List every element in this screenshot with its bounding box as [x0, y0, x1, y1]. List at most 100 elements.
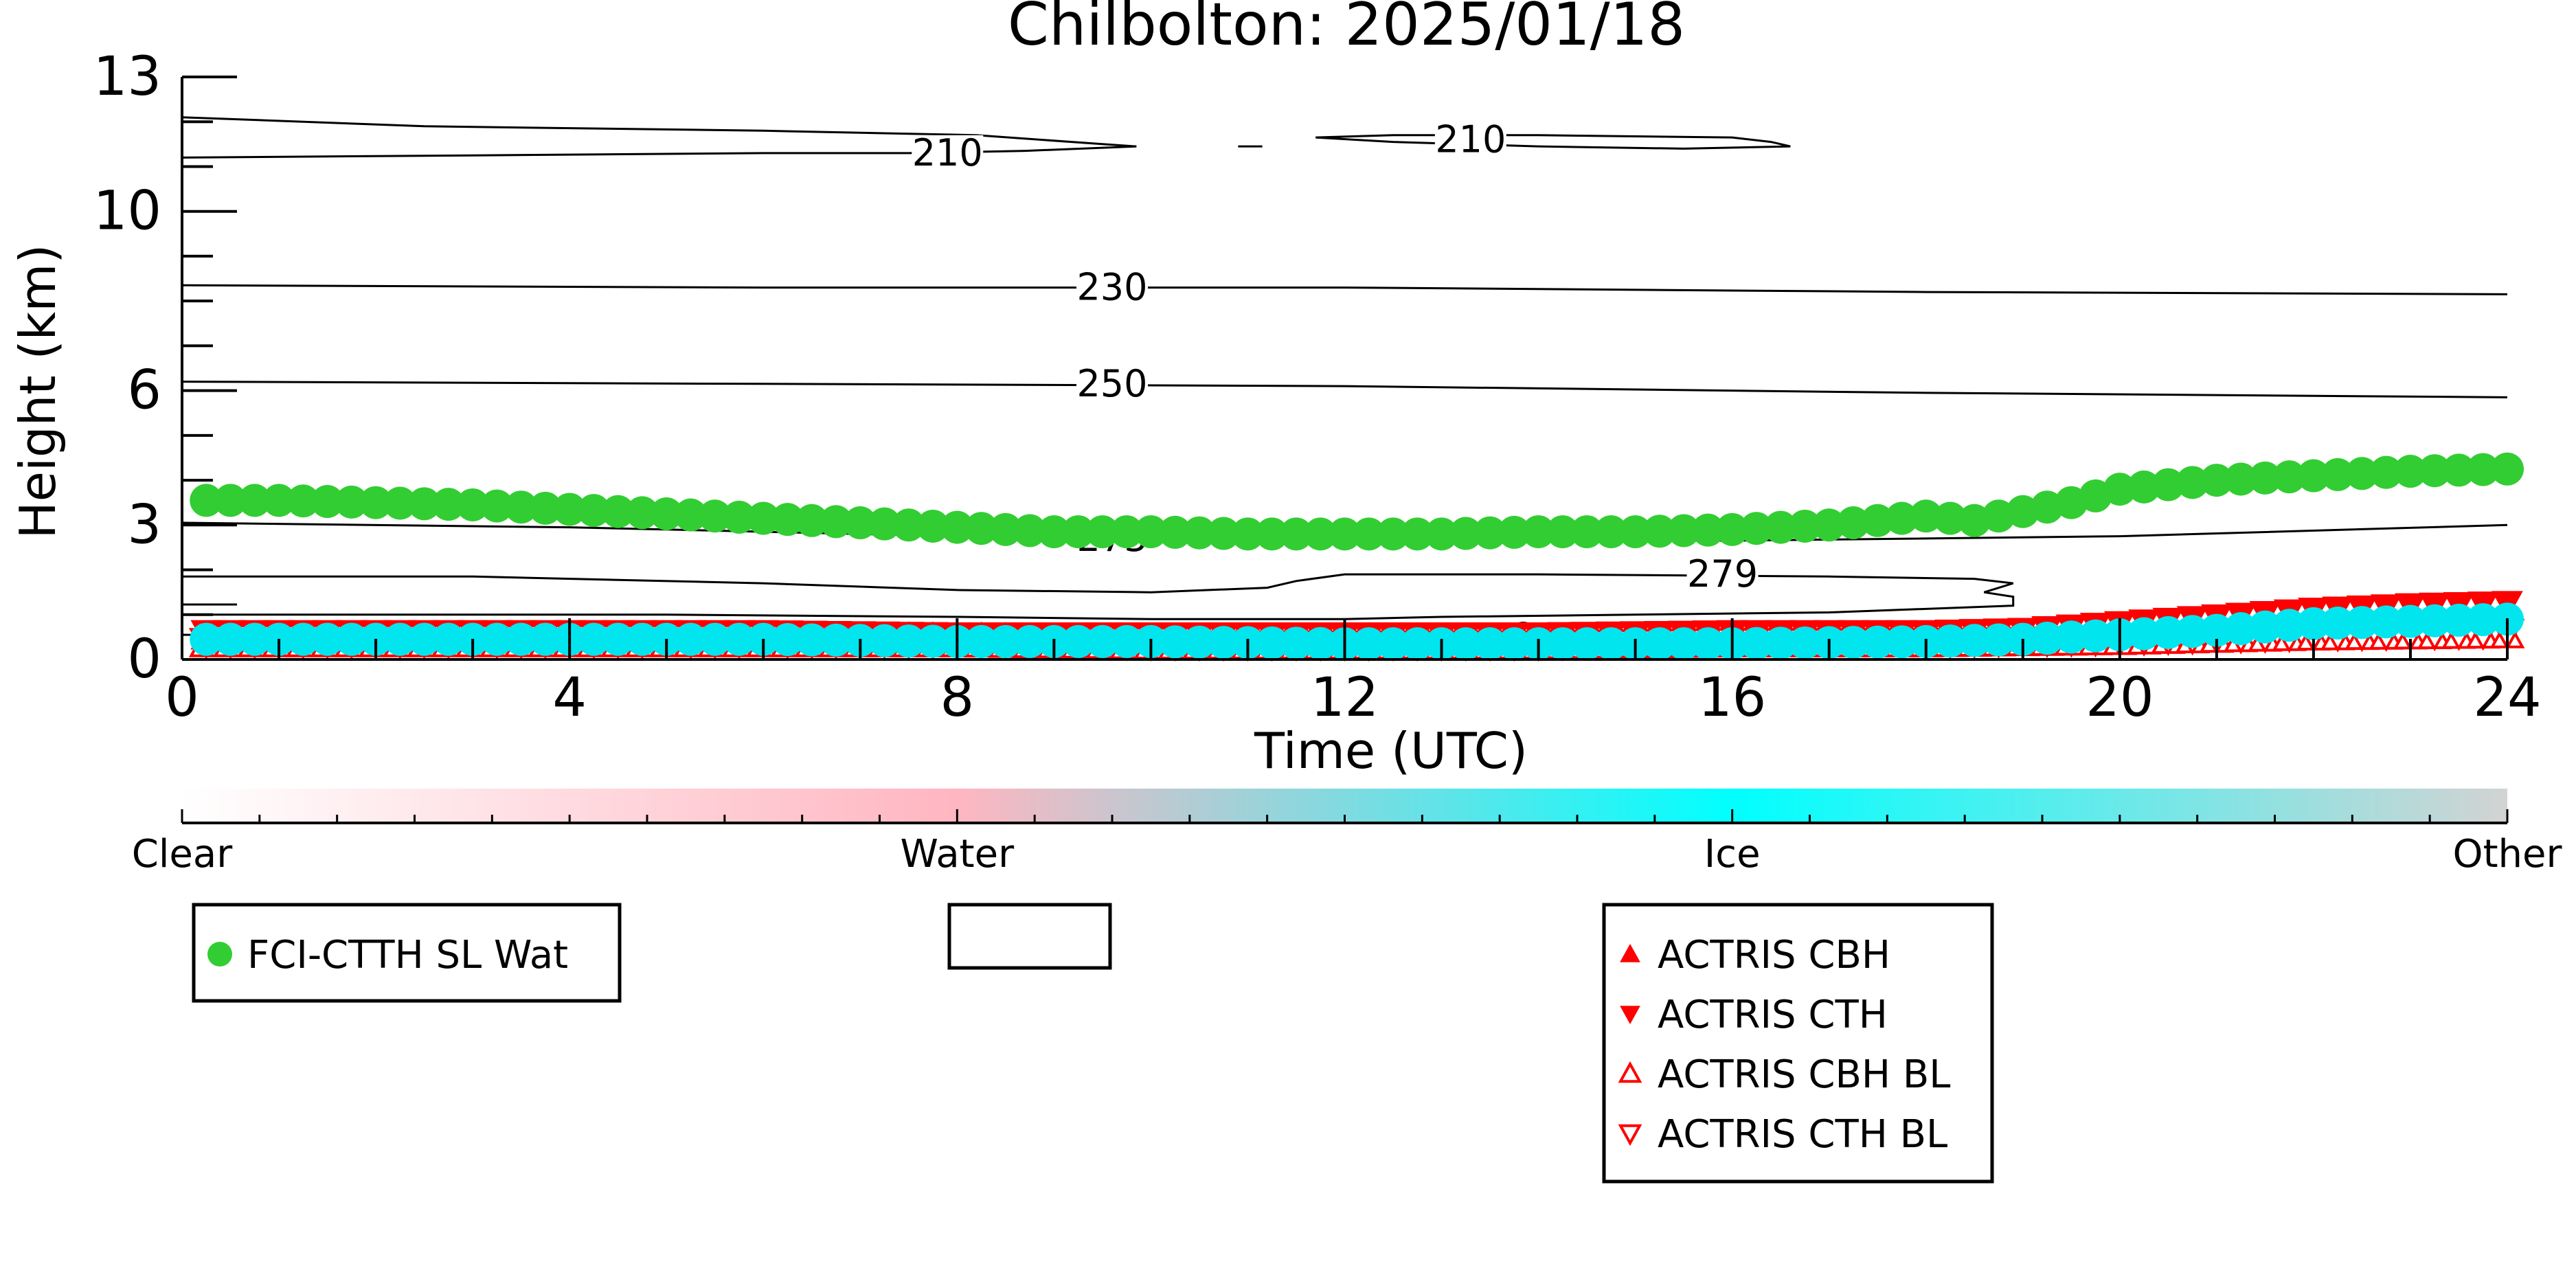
- legend-marker: [1618, 1124, 1642, 1146]
- legend-marker: [1620, 1006, 1640, 1025]
- x-tick-label: 20: [2086, 667, 2154, 729]
- data-point-0-32: [964, 512, 998, 545]
- data-point-0-38: [1110, 515, 1144, 549]
- data-point-0-59: [1618, 515, 1652, 549]
- x-tick-label: 24: [2473, 667, 2541, 729]
- data-point-0-44: [1255, 517, 1289, 551]
- data-point-5-40: [1158, 625, 1192, 659]
- data-point-0-57: [1570, 515, 1604, 549]
- legend-label: FCI-CTTH SL Wat: [247, 933, 568, 978]
- data-point-5-46: [1304, 626, 1337, 660]
- data-point-5-14: [528, 622, 562, 656]
- data-point-0-64: [1739, 512, 1773, 545]
- data-point-5-4: [286, 622, 320, 656]
- data-point-5-26: [820, 623, 853, 657]
- data-point-5-80: [2127, 617, 2161, 651]
- data-point-0-54: [1498, 515, 1531, 549]
- data-point-5-21: [698, 622, 732, 656]
- legend-marker: [1618, 1061, 1642, 1083]
- data-point-0-12: [480, 489, 514, 523]
- legend-marker: [1620, 943, 1640, 962]
- data-point-5-24: [771, 623, 804, 657]
- x-tick-label: 4: [552, 667, 587, 729]
- data-point-0-89: [2345, 457, 2379, 490]
- data-point-5-44: [1255, 626, 1289, 659]
- data-point-5-45: [1279, 626, 1313, 660]
- legend-label: ACTRIS CTH BL: [1658, 1112, 1947, 1157]
- data-point-0-35: [1037, 515, 1071, 549]
- data-point-0-3: [262, 484, 296, 517]
- data-point-0-13: [504, 490, 538, 524]
- x-axis-label: Time (UTC): [1254, 722, 1528, 780]
- data-point-0-5: [310, 485, 344, 519]
- data-point-0-10: [431, 488, 465, 521]
- data-point-0-95: [2491, 452, 2524, 486]
- legend-label: ACTRIS CBH: [1658, 933, 1890, 978]
- data-point-5-77: [2055, 620, 2088, 654]
- data-point-0-60: [1642, 515, 1676, 548]
- data-point-5-62: [1691, 627, 1725, 661]
- data-point-0-2: [238, 484, 271, 517]
- data-point-0-16: [577, 494, 611, 528]
- data-point-5-6: [335, 622, 368, 656]
- contour-label-bg-5: [1076, 365, 1148, 400]
- x-tick-label: 12: [1311, 667, 1379, 729]
- data-point-0-67: [1812, 508, 1846, 542]
- data-point-0-93: [2442, 453, 2476, 487]
- contour-label-1: 210: [912, 131, 983, 174]
- contour-label-bg-4: [1076, 269, 1148, 304]
- data-point-5-69: [1861, 625, 1895, 659]
- data-point-5-42: [1207, 626, 1241, 659]
- data-point-5-78: [2079, 619, 2112, 653]
- data-point-5-54: [1498, 627, 1531, 661]
- data-point-5-58: [1594, 627, 1628, 661]
- data-point-0-4: [286, 484, 320, 518]
- data-point-5-36: [1061, 624, 1095, 658]
- data-point-0-58: [1594, 515, 1628, 549]
- data-point-0-30: [916, 509, 950, 543]
- data-point-0-51: [1425, 517, 1458, 551]
- y-tick-label: 13: [93, 46, 161, 108]
- data-point-0-7: [359, 486, 393, 519]
- data-point-0-45: [1279, 517, 1313, 551]
- data-point-0-87: [2296, 459, 2330, 493]
- data-point-5-48: [1352, 627, 1386, 661]
- data-point-5-57: [1570, 627, 1604, 661]
- data-point-5-70: [1885, 625, 1919, 659]
- data-point-5-29: [892, 624, 925, 658]
- data-point-5-2: [238, 622, 271, 656]
- data-point-5-22: [722, 622, 756, 656]
- data-point-0-81: [2151, 468, 2185, 501]
- contour-line-0: [181, 116, 1137, 148]
- data-point-0-92: [2418, 454, 2452, 488]
- data-point-0-15: [553, 493, 587, 526]
- data-point-5-90: [2369, 605, 2403, 639]
- data-point-0-62: [1691, 513, 1725, 547]
- legend-box-2: ACTRIS CBH ACTRIS CTH ACTRIS CBH BL ACTRIS …: [1602, 903, 1994, 1184]
- x-tick-label: 0: [165, 667, 199, 729]
- data-point-0-29: [892, 508, 925, 542]
- data-point-5-91: [2393, 605, 2427, 638]
- data-point-5-53: [1473, 627, 1507, 661]
- data-point-0-47: [1328, 517, 1362, 551]
- data-point-5-28: [868, 624, 901, 657]
- data-point-0-70: [1885, 501, 1919, 535]
- data-point-0-94: [2466, 453, 2500, 486]
- data-point-0-25: [795, 504, 828, 537]
- contour-label-5: 250: [1076, 362, 1147, 405]
- data-point-0-36: [1061, 515, 1095, 549]
- data-point-5-38: [1110, 624, 1144, 658]
- data-point-0-18: [625, 496, 659, 530]
- data-point-0-86: [2272, 460, 2306, 494]
- data-point-0-83: [2200, 464, 2233, 497]
- plot-area: 2102102102302502732792732730361013048121…: [93, 46, 2542, 729]
- data-point-0-14: [528, 491, 562, 525]
- data-point-0-9: [407, 487, 441, 521]
- data-point-0-19: [650, 497, 683, 530]
- data-point-5-74: [1982, 623, 2015, 657]
- data-point-5-41: [1182, 625, 1216, 659]
- data-point-0-61: [1667, 514, 1701, 547]
- data-point-0-90: [2369, 455, 2403, 489]
- data-point-5-72: [1934, 624, 1967, 658]
- data-point-0-69: [1861, 504, 1895, 537]
